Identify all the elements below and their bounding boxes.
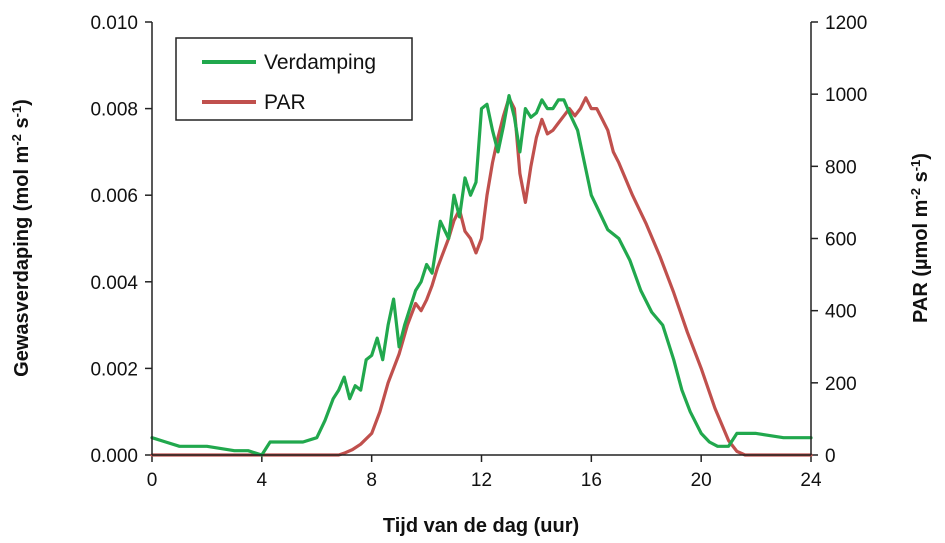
legend: Verdamping PAR [175,37,413,121]
right-y-tick-label: 600 [825,230,857,251]
legend-label-par: PAR [264,91,306,114]
tick-marks [145,21,818,462]
right-y-tick-label: 200 [825,374,857,395]
tick-labels: 0 4 8 12 16 20 24 0.000 0.002 0.004 0.006 0.008 0.01… [90,13,867,491]
right-axis-title: PAR (µmol m-2 s-1) [908,153,932,323]
x-axis-title: Tijd van de dag (uur) [383,515,579,537]
right-y-tick-label: 800 [825,157,857,178]
x-tick-label: 24 [800,470,822,491]
x-tick-label: 8 [366,470,377,491]
right-y-tick-label: 1200 [825,13,867,34]
x-tick-label: 20 [691,470,712,491]
series-line-par [150,96,813,457]
series-layer [150,93,813,457]
left-y-tick-label: 0.002 [90,359,138,380]
x-tick-label: 12 [471,470,492,491]
x-tick-label: 4 [257,470,268,491]
legend-box [175,37,413,121]
x-tick-label: 16 [581,470,602,491]
right-y-tick-label: 0 [825,446,836,467]
legend-label-verdamping: Verdamping [264,51,376,74]
left-y-tick-label: 0.008 [90,100,138,121]
x-tick-label: 0 [147,470,158,491]
left-y-tick-label: 0.004 [90,273,138,294]
left-y-tick-label: 0.000 [90,446,138,467]
right-y-tick-label: 1000 [825,85,867,106]
axes [151,22,812,456]
left-y-tick-label: 0.010 [90,13,138,34]
left-axis-title: Gewasverdaping (mol m-2 s-1) [9,99,33,377]
left-y-tick-label: 0.006 [90,186,138,207]
series-line-verdamping [150,93,813,457]
right-y-tick-label: 400 [825,302,857,323]
